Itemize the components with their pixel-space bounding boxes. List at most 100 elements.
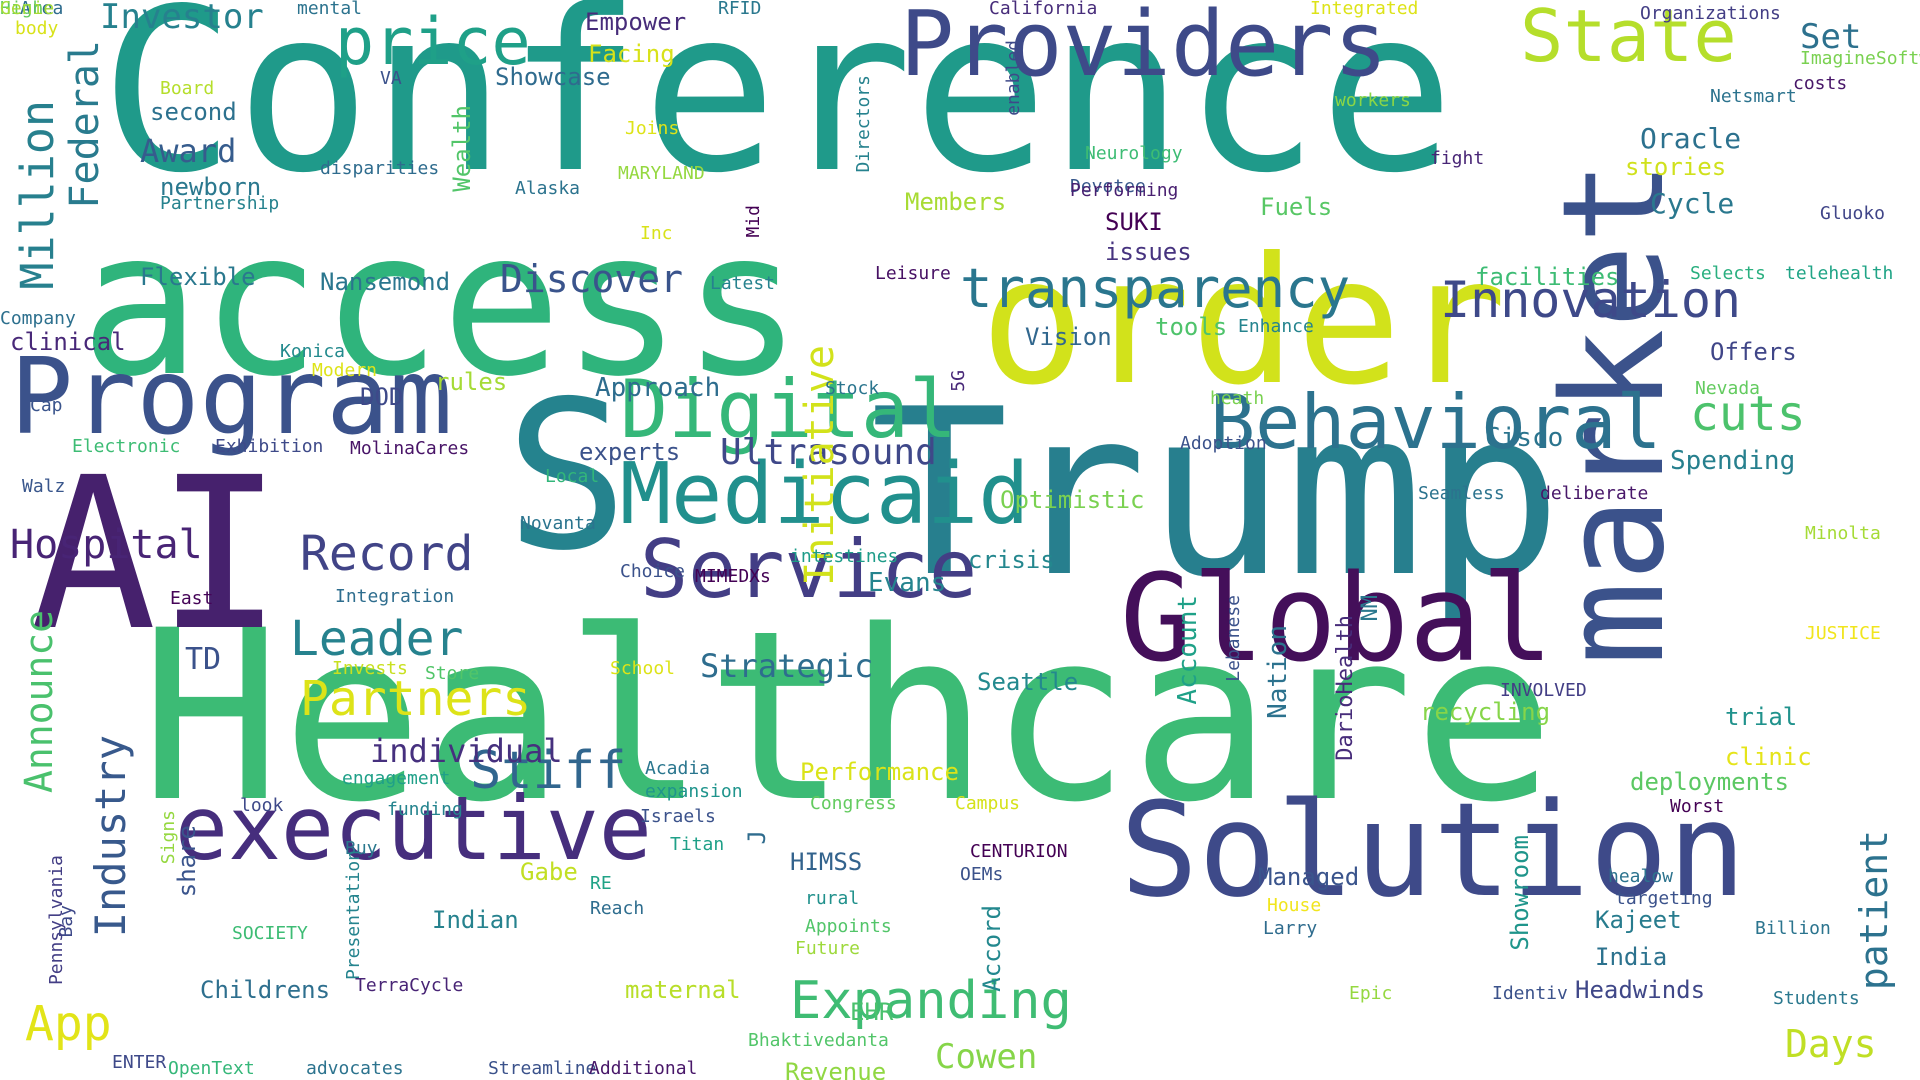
cloud-word: Worst [1670,796,1725,817]
cloud-word: East [170,588,214,609]
cloud-word: advocates [306,1058,404,1079]
cloud-word: MolinaCares [350,438,470,459]
cloud-word: Buy [345,838,378,859]
cloud-word: Wealth [448,105,476,192]
cloud-word: Behavioral [1210,378,1662,466]
cloud-word: House [1267,895,1322,916]
cloud-word: SUKI [1105,208,1163,236]
cloud-word: Medicaid [620,445,1030,544]
cloud-word: Cowen [935,1037,1038,1077]
cloud-word: Konica [280,341,346,362]
cloud-word: Joins [625,118,680,139]
cloud-word: Record [300,526,474,582]
cloud-word: Nevada [1695,378,1761,399]
cloud-word: Gluoko [1820,203,1886,224]
cloud-word: workers [1335,90,1411,111]
cloud-word: Novanta [520,513,596,534]
cloud-word: Appoints [805,916,892,937]
cloud-word: order [980,221,1507,424]
cloud-word: price [335,5,531,80]
cloud-word: Nation [1263,625,1293,719]
cloud-word: disparities [320,158,440,179]
cloud-word: Solution [1120,774,1747,926]
cloud-word: Partnership [160,193,280,214]
cloud-word: Store [425,663,480,684]
cloud-word: MIMEDXs [695,566,771,587]
cloud-word: State [1520,0,1737,78]
cloud-word: heath [1210,388,1265,409]
cloud-word: Campus [955,793,1021,814]
cloud-word: Spending [1670,446,1796,476]
cloud-word: Exhibition [215,436,324,457]
cloud-word: Selects [1690,263,1766,284]
cloud-word: mental [297,0,363,19]
cloud-word: High [0,0,44,19]
cloud-word: Million [11,100,64,290]
cloud-word: engagement [342,768,451,789]
cloud-word: share [173,825,201,898]
cloud-word: Leisure [875,263,951,284]
cloud-word: access [80,188,803,421]
cloud-word: California [989,0,1098,19]
cloud-word: AI [30,432,283,677]
cloud-word: Account [1173,595,1203,705]
cloud-word: trial [1725,703,1798,731]
cloud-word: issues [1105,238,1192,266]
cloud-word: ENTER [112,1052,167,1073]
cloud-word: telehealth [1785,263,1894,284]
cloud-word: Presentation [343,850,364,981]
cloud-word: look [240,795,284,816]
cloud-word: enabled [1003,40,1024,116]
cloud-word: Streamline [488,1058,597,1079]
cloud-word: stories [1625,153,1727,181]
cloud-word: Showcase [495,63,611,91]
cloud-word: Neurology [1085,143,1183,164]
cloud-word: Company [0,308,76,329]
cloud-word: transparency [960,257,1351,320]
cloud-word: Ultrasound [720,432,937,473]
cloud-word: Days [1785,1022,1877,1066]
cloud-word: Titan [670,834,725,855]
cloud-word: Headwinds [1575,976,1706,1004]
cloud-word: Israels [640,806,716,827]
cloud-word: Partners [300,671,532,727]
cloud-word: Federal [62,40,108,209]
cloud-word: individual [370,732,563,770]
cloud-word: Devotee [1070,176,1146,197]
cloud-word: App [25,996,112,1052]
cloud-word: Cycle [1650,187,1735,220]
cloud-word: OEMs [960,864,1004,885]
cloud-word: Cap [30,395,63,416]
cloud-word: NM [1358,595,1383,622]
cloud-word: body [15,18,59,39]
cloud-word: Industry [86,735,135,938]
cloud-word: Gabe [520,858,578,886]
cloud-word: Healthcare [140,581,1555,854]
cloud-word: HIMSS [790,848,863,876]
cloud-word: targeting [1615,888,1713,909]
cloud-word: Invests [332,658,408,679]
cloud-word: Latest [710,273,776,294]
cloud-word: recycling [1420,698,1551,726]
cloud-word: Minolta [1805,523,1881,544]
cloud-word: Billion [1755,918,1831,939]
cloud-word: Set [1800,17,1862,57]
cloud-word: DarioHealth [1333,615,1358,761]
cloud-word: Lebanese [1223,595,1244,682]
cloud-word: Additional [589,1058,698,1079]
cloud-word: RE [590,873,612,894]
cloud-word: Approach [595,373,721,403]
cloud-word: Nansemond [320,268,451,296]
cloud-word: Walz [22,476,66,497]
cloud-word: Kajeet [1595,906,1682,934]
cloud-word: maternal [625,976,741,1004]
cloud-word: Trump [870,361,1563,628]
cloud-word: Offers [1710,338,1797,366]
cloud-word: clinical [10,328,126,356]
cloud-word: Inc [640,223,673,244]
cloud-word: Performing [1070,180,1179,201]
cloud-word: Epic [1349,983,1393,1004]
cloud-word: Accord [978,905,1006,992]
cloud-word: Strategic [700,647,874,685]
cloud-word: Reach [590,898,645,919]
